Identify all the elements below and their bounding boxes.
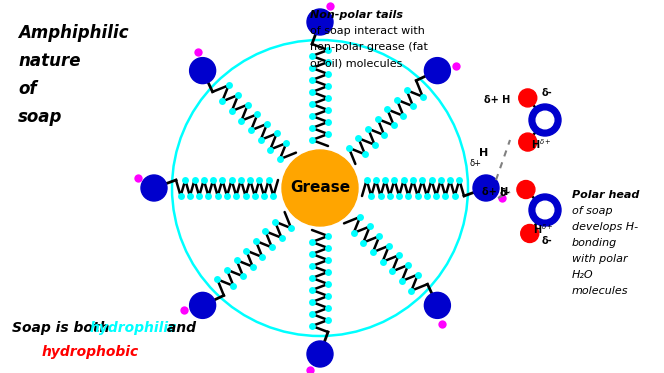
Text: molecules: molecules xyxy=(572,286,629,296)
Circle shape xyxy=(519,133,537,151)
Text: bonding: bonding xyxy=(572,238,618,248)
Text: develops H-: develops H- xyxy=(572,222,638,232)
Text: H$^{δ+}$: H$^{δ+}$ xyxy=(531,137,551,151)
Text: with polar: with polar xyxy=(572,254,627,264)
Circle shape xyxy=(424,57,450,84)
Text: δ+ H: δ+ H xyxy=(483,95,510,105)
Circle shape xyxy=(519,89,537,107)
Text: of: of xyxy=(18,80,37,98)
Text: or oil) molecules: or oil) molecules xyxy=(310,58,402,68)
Circle shape xyxy=(190,57,216,84)
Text: Grease: Grease xyxy=(290,181,350,195)
Circle shape xyxy=(537,111,554,129)
Text: non-polar grease (fat: non-polar grease (fat xyxy=(310,42,428,52)
Circle shape xyxy=(424,292,450,319)
Circle shape xyxy=(473,175,499,201)
Text: δ+: δ+ xyxy=(470,159,482,168)
Circle shape xyxy=(307,9,333,35)
Text: δ-: δ- xyxy=(500,188,511,198)
Text: δ-: δ- xyxy=(542,88,552,98)
Text: H₂O: H₂O xyxy=(572,270,594,280)
Circle shape xyxy=(537,201,554,219)
Text: Amphiphilic: Amphiphilic xyxy=(18,24,129,42)
Circle shape xyxy=(282,150,358,226)
Text: δ-: δ- xyxy=(542,236,552,246)
Text: Non-polar tails: Non-polar tails xyxy=(310,10,403,20)
Circle shape xyxy=(307,341,333,367)
Text: and: and xyxy=(161,321,195,335)
Circle shape xyxy=(517,181,535,198)
Circle shape xyxy=(190,292,216,319)
Circle shape xyxy=(521,225,539,242)
Text: hydrophobic: hydrophobic xyxy=(42,345,139,359)
Text: H$^{δ+}$: H$^{δ+}$ xyxy=(533,223,553,236)
Text: Polar head: Polar head xyxy=(572,190,639,200)
Text: H: H xyxy=(479,148,489,158)
Circle shape xyxy=(529,104,561,136)
Text: of soap interact with: of soap interact with xyxy=(310,26,425,36)
Text: of soap: of soap xyxy=(572,206,613,216)
Text: soap: soap xyxy=(18,108,62,126)
Circle shape xyxy=(141,175,167,201)
Text: Soap is both: Soap is both xyxy=(12,321,114,335)
Text: hydrophilic: hydrophilic xyxy=(90,321,177,335)
Circle shape xyxy=(529,194,561,226)
Text: δ+ H: δ+ H xyxy=(481,186,508,197)
Text: nature: nature xyxy=(18,52,80,70)
